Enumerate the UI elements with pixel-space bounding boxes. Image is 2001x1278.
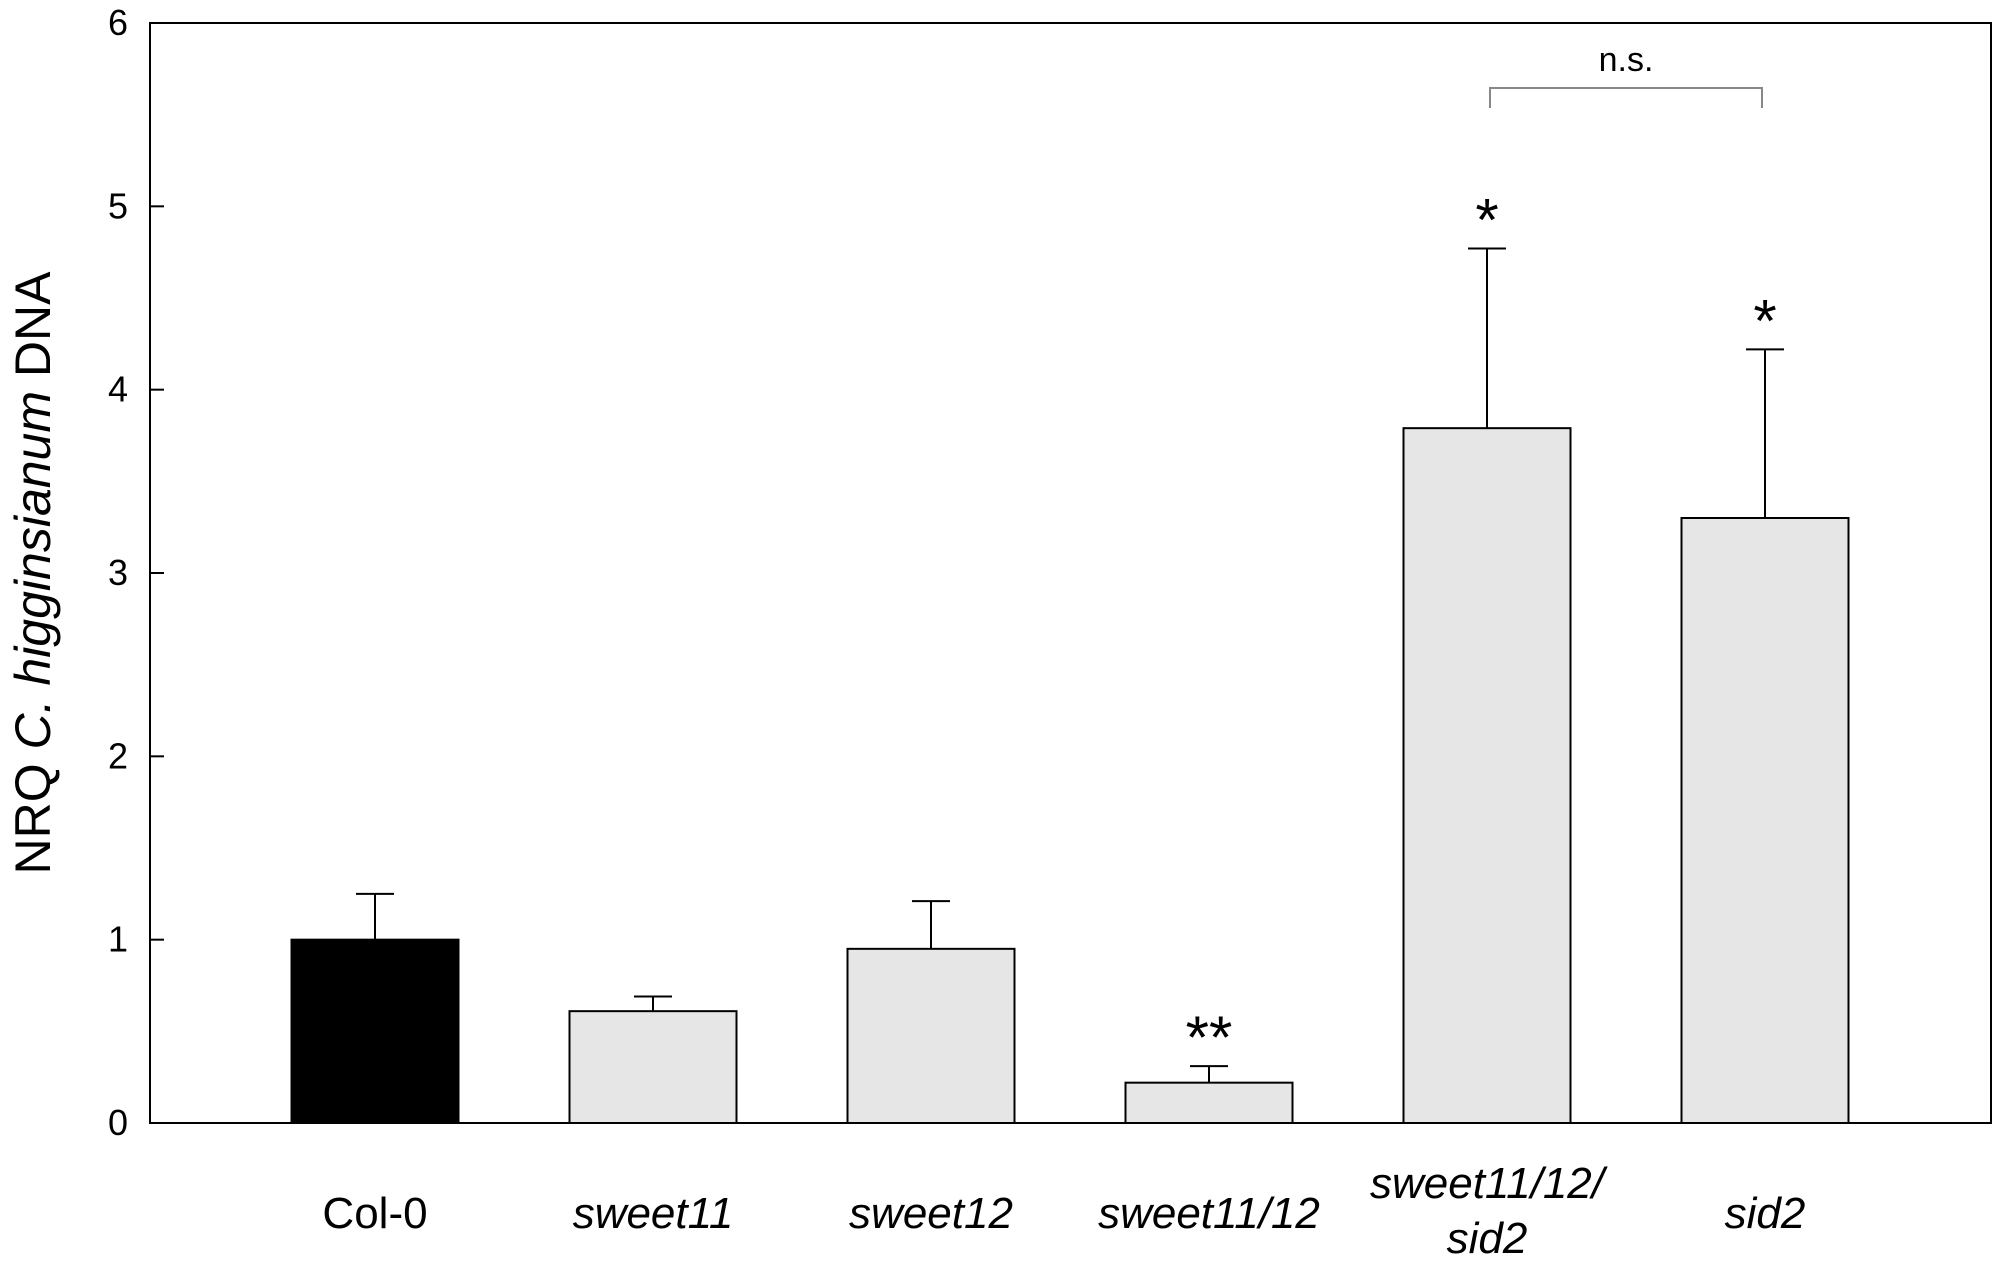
significance-marker: * — [1475, 187, 1498, 254]
y-tick-label: 6 — [108, 2, 128, 43]
category-label: sweet11 — [573, 1189, 734, 1238]
category-label: sid2 — [1725, 1189, 1806, 1238]
significance-marker: ** — [1186, 1004, 1233, 1071]
y-tick-label: 4 — [108, 369, 128, 410]
comparison-label: n.s. — [1599, 41, 1654, 79]
y-axis-title-part: NRQ — [5, 750, 61, 875]
category-label: Col-0 — [322, 1189, 427, 1238]
bar — [1680, 517, 1850, 1124]
category-label: sid2 — [1447, 1214, 1528, 1263]
category-label: sweet11/12 — [1098, 1189, 1320, 1238]
bar — [846, 947, 1016, 1124]
y-tick-label: 0 — [108, 1102, 128, 1143]
y-tick-label: 2 — [108, 735, 128, 776]
y-tick-label: 1 — [108, 919, 128, 960]
bar — [1402, 427, 1572, 1124]
bar — [290, 938, 460, 1125]
comparison-bracket — [1489, 87, 1763, 108]
bar — [1124, 1081, 1294, 1124]
y-axis-title: NRQ C. higginsianum DNA — [5, 271, 61, 875]
y-axis-title-part: C. higginsianum — [5, 391, 61, 750]
bar — [568, 1010, 738, 1125]
category-label: sweet11/12/ — [1370, 1159, 1608, 1208]
category-label: sweet12 — [849, 1189, 1013, 1238]
y-tick-label: 3 — [108, 552, 128, 593]
y-tick-label: 5 — [108, 185, 128, 226]
significance-marker: * — [1753, 287, 1776, 354]
y-axis-title-part: DNA — [5, 271, 61, 391]
